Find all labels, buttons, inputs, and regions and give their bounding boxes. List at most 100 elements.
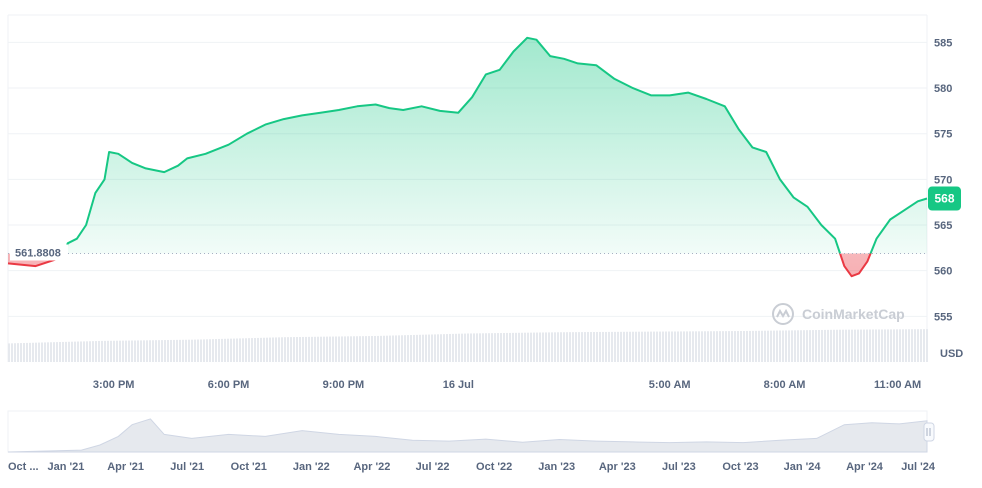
navigator-date-label: Oct '23 xyxy=(722,461,758,473)
volume-bar xyxy=(809,330,811,362)
volume-bar xyxy=(647,331,649,362)
volume-bar xyxy=(329,336,331,362)
volume-bar xyxy=(341,336,343,362)
volume-bar xyxy=(215,339,217,362)
volume-bar xyxy=(806,330,808,362)
volume-bar xyxy=(590,332,592,362)
volume-bar xyxy=(359,336,361,362)
volume-bar xyxy=(896,329,898,362)
volume-bar xyxy=(500,333,502,362)
volume-bar xyxy=(557,332,559,362)
volume-bar xyxy=(476,333,478,362)
baseline-label: 561.8808 xyxy=(15,248,61,260)
volume-bar xyxy=(161,340,163,362)
current-price-label: 568 xyxy=(934,192,954,206)
volume-bar xyxy=(80,341,82,362)
volume-bar xyxy=(479,333,481,362)
volume-bar xyxy=(197,339,199,362)
volume-bar xyxy=(689,331,691,362)
volume-bar xyxy=(740,331,742,362)
volume-bar xyxy=(905,329,907,362)
volume-bar xyxy=(416,334,418,362)
volume-bar xyxy=(245,338,247,362)
volume-bar xyxy=(623,331,625,362)
volume-bar xyxy=(620,331,622,362)
volume-bar xyxy=(629,331,631,362)
volume-bar xyxy=(464,333,466,362)
volume-bar xyxy=(599,331,601,362)
volume-bar xyxy=(644,331,646,362)
navigator-date-label: Apr '21 xyxy=(107,461,144,473)
volume-bar xyxy=(791,330,793,362)
navigator-date-label: Jul '24 xyxy=(901,461,936,473)
navigator-date-label: Jul '21 xyxy=(170,461,204,473)
volume-bar xyxy=(842,329,844,362)
volume-bar xyxy=(605,331,607,362)
volume-bar xyxy=(110,340,112,362)
volume-bar xyxy=(461,333,463,362)
volume-bar xyxy=(155,340,157,362)
volume-bar xyxy=(686,331,688,362)
volume-bar xyxy=(260,337,262,362)
volume-bar xyxy=(275,337,277,362)
volume-bar xyxy=(782,330,784,362)
volume-bar xyxy=(209,339,211,362)
volume-bar xyxy=(98,340,100,362)
volume-bar xyxy=(173,339,175,362)
volume-bar xyxy=(272,337,274,362)
volume-bar xyxy=(311,336,313,362)
volume-bar xyxy=(299,336,301,362)
volume-bar xyxy=(737,331,739,362)
volume-bar xyxy=(635,331,637,362)
volume-bar xyxy=(608,331,610,362)
volume-bar xyxy=(734,331,736,362)
volume-bar xyxy=(830,329,832,362)
volume-bar xyxy=(752,330,754,362)
volume-bar xyxy=(764,330,766,362)
volume-bar xyxy=(428,334,430,362)
volume-bar xyxy=(551,332,553,362)
x-tick-label: 16 Jul xyxy=(443,379,474,391)
volume-bar xyxy=(29,342,31,362)
y-tick-label: 560 xyxy=(934,266,952,278)
volume-bar xyxy=(380,335,382,362)
volume-bar xyxy=(74,341,76,362)
volume-bar xyxy=(731,331,733,362)
volume-bar xyxy=(371,336,373,362)
price-line-up xyxy=(63,36,928,254)
volume-bar xyxy=(917,329,919,362)
volume-bar xyxy=(446,334,448,362)
volume-bar xyxy=(287,337,289,362)
volume-bar xyxy=(365,336,367,362)
volume-bar xyxy=(53,342,55,362)
navigator[interactable]: Oct ... Jan '21 Apr '21 Jul '21 Oct '21 Jan '… xyxy=(7,410,936,473)
volume-bar xyxy=(314,336,316,362)
baseline-label-bg xyxy=(10,244,68,261)
navigator-area xyxy=(7,418,928,453)
volume-bar xyxy=(293,337,295,362)
volume-bar xyxy=(839,329,841,362)
volume-bar xyxy=(194,339,196,362)
volume-bar xyxy=(851,329,853,362)
volume-bar xyxy=(116,340,118,362)
navigator-handle[interactable] xyxy=(923,422,935,442)
volume-bar xyxy=(158,340,160,362)
navigator-date-label: Apr '24 xyxy=(846,461,884,473)
volume-bar xyxy=(872,329,874,362)
volume-bar xyxy=(878,329,880,362)
volume-bar xyxy=(503,333,505,362)
volume-bar xyxy=(263,337,265,362)
volume-bar xyxy=(458,333,460,362)
volume-bar xyxy=(38,342,40,362)
volume-bar xyxy=(587,332,589,362)
volume-bar xyxy=(248,338,250,362)
volume-bar xyxy=(611,331,613,362)
volume-bar xyxy=(854,329,856,362)
volume-bar xyxy=(833,329,835,362)
volume-bar xyxy=(383,335,385,362)
volume-bar xyxy=(377,335,379,362)
volume-bar xyxy=(800,330,802,362)
volume-bar xyxy=(251,338,253,362)
volume-bar xyxy=(776,330,778,362)
